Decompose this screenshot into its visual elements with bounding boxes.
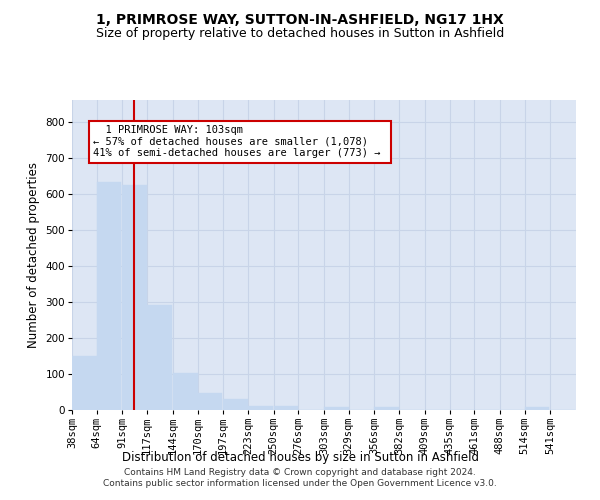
Text: Contains HM Land Registry data © Crown copyright and database right 2024.
Contai: Contains HM Land Registry data © Crown c… xyxy=(103,468,497,487)
Bar xyxy=(524,407,550,410)
Bar xyxy=(248,406,272,410)
Text: Size of property relative to detached houses in Sutton in Ashfield: Size of property relative to detached ho… xyxy=(96,28,504,40)
Bar xyxy=(197,393,222,410)
Bar xyxy=(374,408,399,410)
Bar xyxy=(274,406,298,410)
Bar xyxy=(147,306,172,410)
Bar xyxy=(223,399,248,410)
Bar xyxy=(324,407,349,410)
Text: Distribution of detached houses by size in Sutton in Ashfield: Distribution of detached houses by size … xyxy=(121,451,479,464)
Text: 1 PRIMROSE WAY: 103sqm
← 57% of detached houses are smaller (1,078)
41% of semi-: 1 PRIMROSE WAY: 103sqm ← 57% of detached… xyxy=(93,125,386,158)
Bar xyxy=(122,184,147,410)
Bar xyxy=(72,356,97,410)
Bar xyxy=(97,182,121,410)
Text: 1, PRIMROSE WAY, SUTTON-IN-ASHFIELD, NG17 1HX: 1, PRIMROSE WAY, SUTTON-IN-ASHFIELD, NG1… xyxy=(96,12,504,26)
Bar xyxy=(173,373,197,410)
Y-axis label: Number of detached properties: Number of detached properties xyxy=(27,162,40,348)
